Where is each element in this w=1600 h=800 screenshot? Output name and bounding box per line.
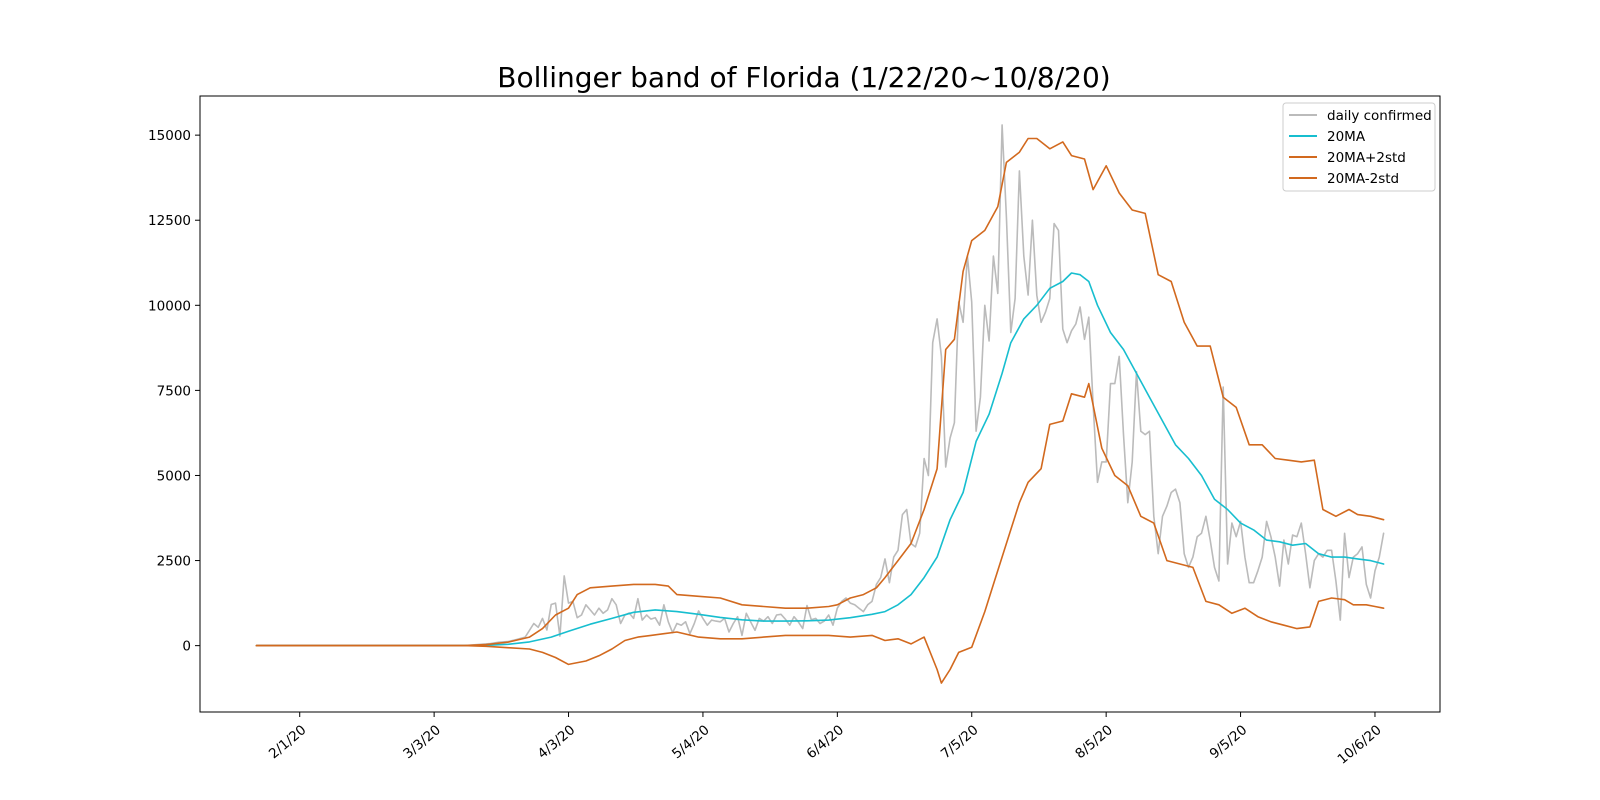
y-tick-label: 2500 (157, 554, 191, 570)
series-line-daily-confirmed (255, 124, 1385, 647)
y-tick-label: 7500 (157, 383, 191, 399)
legend-label: 20MA (1327, 129, 1366, 145)
series-line-20ma-2std (255, 382, 1385, 684)
y-tick-label: 12500 (148, 213, 191, 229)
legend-box (1282, 102, 1436, 192)
series-line-20ma-2std (255, 137, 1385, 647)
plot-area-frame (199, 95, 1441, 713)
y-tick-label: 10000 (148, 298, 191, 314)
series-layer (255, 124, 1385, 684)
legend-label: daily confirmed (1327, 108, 1432, 124)
y-tick-label: 0 (182, 639, 191, 655)
legend: daily confirmed 20MA 20MA+2std 20MA-2std (1282, 102, 1436, 192)
y-tick-label: 15000 (148, 128, 191, 144)
legend-label: 20MA+2std (1327, 150, 1406, 166)
y-tick-label: 5000 (157, 468, 191, 484)
legend-label: 20MA-2std (1327, 171, 1399, 187)
y-axis: 0 2500 5000 7500 10000 12500 15000 (148, 128, 200, 655)
series-line-20ma (255, 272, 1385, 647)
chart-title: Bollinger band of Florida (1/22/20~10/8/… (497, 61, 1110, 94)
